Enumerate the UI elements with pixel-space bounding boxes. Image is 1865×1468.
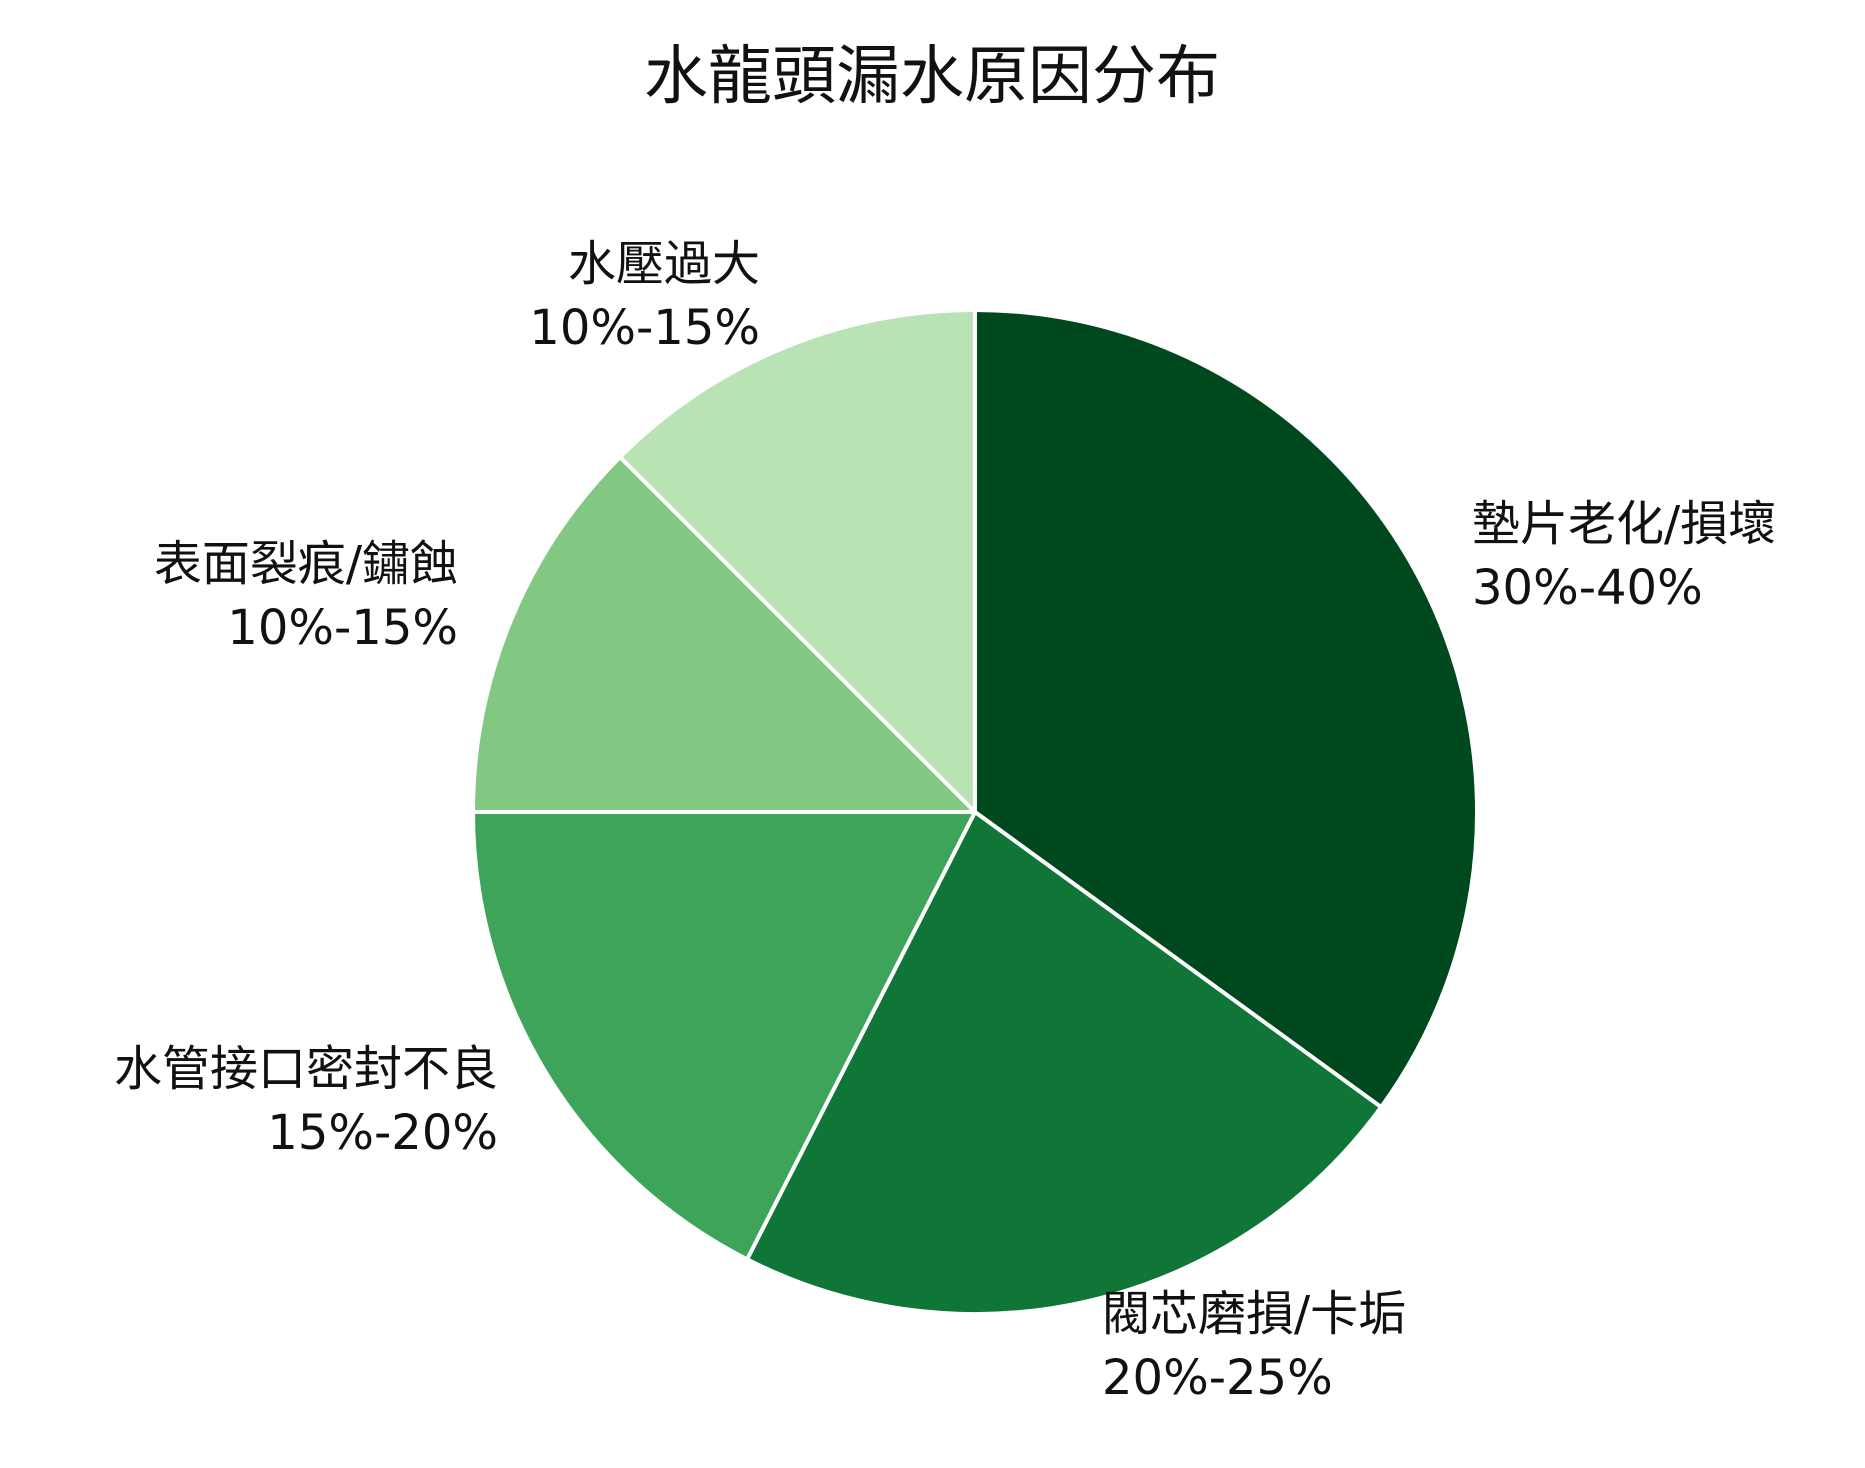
pie-slice-1 [973,308,1479,1110]
pie-labels: 墊片老化/損壞 30%-40% 閥芯磨損/卡垢 20%-25% 水管接口密封不良 15%-… [114,236,1776,1406]
slice-label-5: 水壓過大 [568,236,760,292]
slice-label-1: 墊片老化/損壞 [1472,496,1776,552]
slice-label-3: 水管接口密封不良 [114,1041,498,1097]
slice-percent-3: 15%-20% [267,1105,498,1161]
pie-slice-2 [745,810,1384,1317]
slice-percent-4: 10%-15% [227,600,458,656]
slice-percent-2: 20%-25% [1102,1350,1333,1406]
chart-title: 水龍頭漏水原因分布 [644,40,1220,114]
slice-percent-1: 30%-40% [1472,560,1703,616]
pie-slice-3 [471,810,977,1262]
pie-slice-4 [471,455,977,814]
pie-slices [471,308,1479,1317]
slice-label-2: 閥芯磨損/卡垢 [1102,1286,1406,1342]
pie-slice-5 [618,308,977,814]
slice-label-4: 表面裂痕/鏽蝕 [154,536,458,592]
slice-percent-5: 10%-15% [529,300,760,356]
